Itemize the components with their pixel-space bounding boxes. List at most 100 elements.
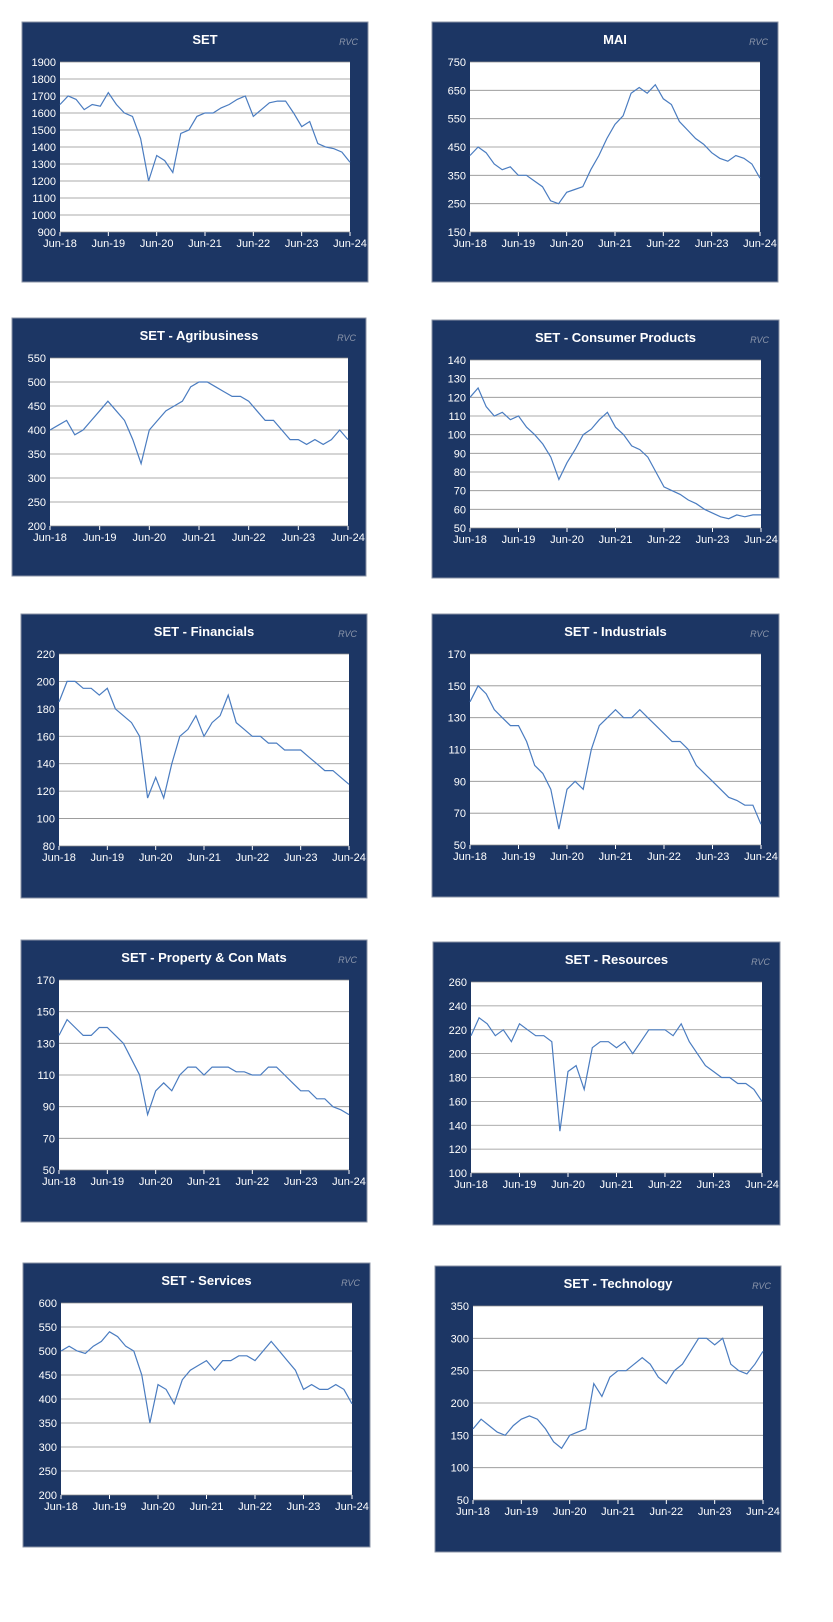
x-tick-label: Jun-22: [232, 532, 266, 544]
series-line: [469, 386, 761, 520]
y-tick-label: 90: [454, 448, 466, 460]
y-tick-label: 100: [448, 430, 466, 442]
chart-panel: SET - Services RVC 200 250 300 350 400 450 500 55…: [22, 1262, 371, 1548]
y-tick-label: 150: [448, 227, 466, 239]
x-tick-label: Jun-24: [335, 1501, 369, 1513]
y-tick-label: 120: [449, 1144, 467, 1156]
y-tick-label: 160: [37, 731, 55, 743]
chart-panel: SET - Property & Con Mats RVC 50 70 90 110 130…: [20, 939, 368, 1223]
y-tick-label: 550: [39, 1322, 57, 1334]
y-tick-label: 90: [454, 776, 466, 788]
x-tick-label: Jun-18: [42, 852, 76, 864]
x-tick-label: Jun-19: [503, 1179, 537, 1191]
x-tick-label: Jun-21: [182, 532, 216, 544]
y-tick-label: 450: [28, 401, 46, 413]
y-tick-label: 110: [448, 745, 466, 757]
y-tick-label: 300: [39, 1442, 57, 1454]
plot-area: [470, 360, 761, 528]
x-tick-label: Jun-20: [139, 1176, 173, 1188]
x-tick-label: Jun-21: [598, 238, 632, 250]
x-tick-label: Jun-24: [745, 1179, 779, 1191]
y-tick-label: 100: [451, 1463, 469, 1475]
x-tick-label: Jun-21: [601, 1506, 635, 1518]
series-line: [472, 1337, 764, 1450]
chart-title: SET - Financials: [154, 624, 254, 639]
y-tick-label: 250: [39, 1466, 57, 1478]
x-tick-label: Jun-18: [454, 1179, 488, 1191]
y-tick-label: 130: [448, 713, 466, 725]
watermark: RVC: [752, 1281, 771, 1291]
y-tick-label: 140: [449, 1120, 467, 1132]
x-tick-label: Jun-21: [190, 1501, 224, 1513]
y-tick-label: 200: [37, 676, 55, 688]
y-tick-label: 80: [43, 841, 55, 853]
y-tick-label: 650: [448, 85, 466, 97]
x-tick-label: Jun-20: [141, 1501, 175, 1513]
x-tick-label: Jun-24: [746, 1506, 780, 1518]
x-tick-label: Jun-23: [284, 852, 318, 864]
x-tick-label: Jun-20: [139, 852, 173, 864]
y-tick-label: 220: [449, 1025, 467, 1037]
x-tick-label: Jun-23: [282, 532, 316, 544]
watermark: RVC: [751, 957, 770, 967]
x-tick-label: Jun-21: [600, 1179, 634, 1191]
y-tick-label: 130: [448, 374, 466, 386]
x-tick-label: Jun-24: [332, 1176, 366, 1188]
x-tick-label: Jun-24: [744, 534, 778, 546]
y-tick-label: 110: [37, 1070, 55, 1082]
x-tick-label: Jun-19: [93, 1501, 127, 1513]
chart-panel: SET - Consumer Products RVC 50 60 70 80 90 100 1…: [431, 319, 780, 579]
x-tick-label: Jun-20: [550, 534, 584, 546]
watermark: RVC: [750, 629, 769, 639]
series-line: [469, 83, 761, 205]
y-tick-label: 250: [28, 497, 46, 509]
y-tick-label: 110: [448, 411, 466, 423]
y-tick-label: 200: [449, 1049, 467, 1061]
chart-panel: SET - Technology RVC 50 100 150 200 250 300 350 J…: [434, 1265, 782, 1553]
y-tick-label: 550: [28, 353, 46, 365]
y-tick-label: 750: [448, 57, 466, 69]
plot-area: [50, 358, 348, 526]
y-tick-label: 400: [39, 1394, 57, 1406]
y-tick-label: 50: [457, 1495, 469, 1507]
x-tick-label: Jun-22: [650, 1506, 684, 1518]
series-line: [469, 684, 762, 830]
x-tick-label: Jun-23: [285, 238, 319, 250]
y-tick-label: 120: [448, 392, 466, 404]
x-tick-label: Jun-18: [43, 238, 77, 250]
y-tick-label: 220: [37, 649, 55, 661]
series-line: [60, 1331, 353, 1424]
watermark: RVC: [749, 37, 768, 47]
watermark: RVC: [750, 335, 769, 345]
y-tick-label: 500: [39, 1346, 57, 1358]
chart-title: SET - Services: [161, 1273, 251, 1288]
series-line: [58, 680, 350, 801]
chart-title: SET - Technology: [564, 1276, 674, 1291]
x-tick-label: Jun-22: [647, 851, 681, 863]
chart-panel: MAI RVC 150 250 350 450 550 650 750 Jun-18 Jun-19 J…: [431, 21, 779, 283]
x-tick-label: Jun-24: [333, 238, 367, 250]
y-tick-label: 130: [37, 1038, 55, 1050]
x-tick-label: Jun-23: [698, 1506, 732, 1518]
y-tick-label: 350: [448, 170, 466, 182]
series-line: [59, 91, 351, 182]
x-tick-label: Jun-22: [648, 1179, 682, 1191]
y-tick-label: 180: [449, 1073, 467, 1085]
x-tick-label: Jun-19: [91, 852, 125, 864]
chart-title: MAI: [603, 32, 627, 47]
x-tick-label: Jun-20: [133, 532, 167, 544]
x-tick-label: Jun-22: [647, 534, 681, 546]
x-tick-label: Jun-20: [550, 238, 584, 250]
y-tick-label: 450: [448, 142, 466, 154]
y-tick-label: 70: [43, 1133, 55, 1145]
y-tick-label: 300: [451, 1333, 469, 1345]
y-tick-label: 1700: [32, 91, 56, 103]
chart-panel: SET - Financials RVC 80 100 120 140 160 180 200 2…: [20, 613, 368, 899]
y-tick-label: 1000: [32, 210, 56, 222]
chart-panel: SET RVC 900 1000 1100 1200 1300 1400 1500 1600 170…: [21, 21, 369, 283]
x-tick-label: Jun-21: [599, 851, 633, 863]
x-tick-label: Jun-18: [44, 1501, 78, 1513]
x-tick-label: Jun-20: [553, 1506, 587, 1518]
